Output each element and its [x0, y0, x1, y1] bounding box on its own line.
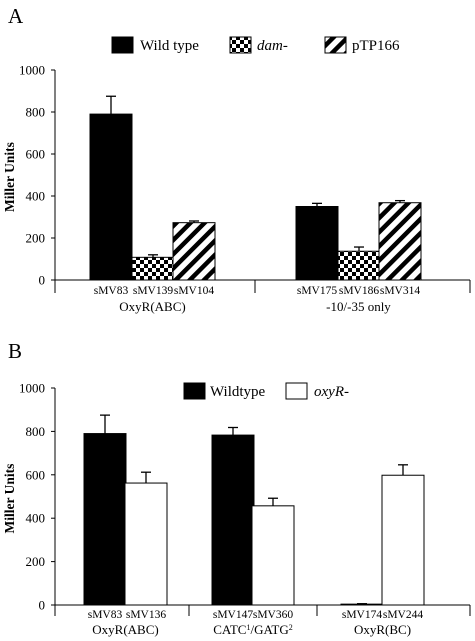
legend-label: Wild type [140, 38, 199, 54]
category-label: sMV244 [383, 609, 424, 621]
legend-label: dam- [257, 38, 288, 54]
category-label: sMV104 [174, 285, 215, 297]
bar [295, 206, 339, 281]
group-label: OxyR(ABC) [119, 299, 185, 314]
y-tick-label: 400 [26, 511, 46, 526]
panel-b: B Wildtype oxyR- 0 200 400 600 800 1000 Miller Un… [2, 339, 471, 637]
bar [89, 113, 133, 281]
category-label: sMV83 [88, 609, 123, 621]
category-label: sMV186 [339, 285, 380, 297]
category-label: sMV139 [133, 285, 174, 297]
y-tick-label: 600 [26, 467, 46, 482]
legend-swatch [324, 36, 347, 54]
y-tick-label: 200 [26, 554, 46, 569]
panel-letter: B [8, 339, 22, 363]
category-label: sMV83 [94, 285, 129, 297]
bar [124, 482, 168, 606]
legend-swatch [285, 382, 308, 400]
group-label: OxyR(ABC) [92, 622, 158, 637]
bar [378, 202, 422, 281]
category-label: sMV175 [297, 285, 338, 297]
group-label: -10/-35 only [326, 299, 391, 314]
panel-a: A Wild type dam-pTP166 0 200 400 600 800 1000 Mil… [2, 4, 471, 314]
category-label: sMV360 [253, 609, 294, 621]
category-label: sMV174 [342, 609, 383, 621]
group-label: CATC1/GATG2 [213, 622, 293, 637]
y-tick-label: 200 [26, 231, 46, 246]
category-label: sMV314 [380, 285, 421, 297]
legend-label: Wildtype [210, 384, 266, 400]
y-tick-label: 1000 [19, 381, 45, 396]
y-tick-label: 0 [39, 598, 46, 613]
bar [337, 250, 381, 281]
group-label: OxyR(BC) [354, 622, 411, 637]
y-tick-label: 800 [26, 424, 46, 439]
y-axis-label: Miller Units [2, 142, 17, 212]
y-tick-label: 400 [26, 189, 46, 204]
y-axis-label: Miller Units [2, 464, 17, 534]
bar [131, 256, 175, 281]
panel-letter: A [8, 4, 24, 28]
category-label: sMV136 [126, 609, 167, 621]
y-tick-label: 800 [26, 105, 46, 120]
y-tick-label: 0 [39, 273, 46, 288]
legend-label: pTP166 [352, 38, 400, 54]
bar [381, 474, 425, 606]
legend-swatch [183, 382, 206, 400]
bar [172, 222, 216, 281]
legend-swatch [229, 36, 252, 54]
category-label: sMV147 [213, 609, 254, 621]
y-tick-label: 1000 [19, 63, 45, 78]
legend-swatch [111, 36, 134, 54]
bar [83, 433, 127, 606]
bar [211, 434, 255, 606]
bar [251, 505, 295, 606]
legend-label: oxyR- [314, 384, 349, 400]
y-tick-label: 600 [26, 147, 46, 162]
